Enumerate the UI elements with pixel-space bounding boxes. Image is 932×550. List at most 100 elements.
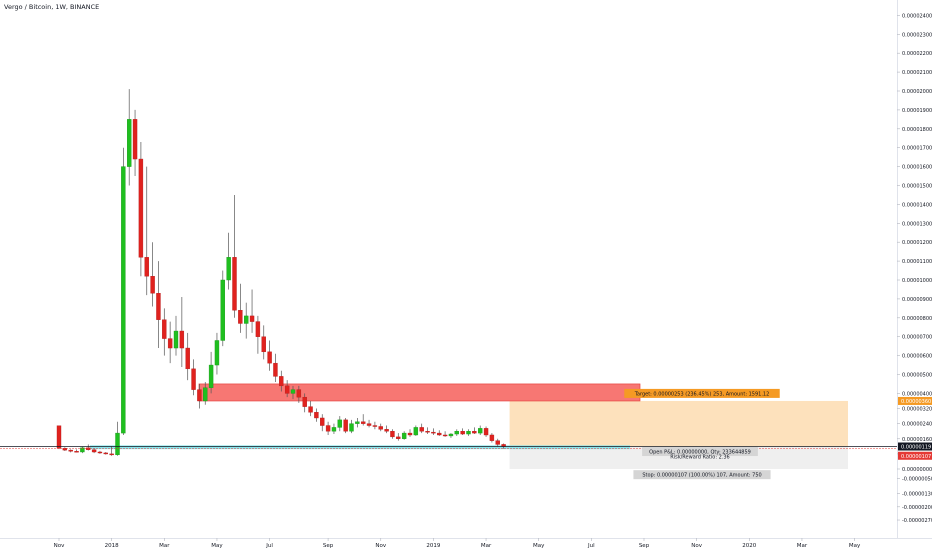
candle-body	[325, 425, 331, 432]
candle-body	[401, 432, 407, 439]
candle-body	[349, 423, 354, 432]
candle-body	[109, 453, 114, 456]
candle-body	[185, 347, 190, 370]
candle-body	[273, 362, 278, 377]
candle-body	[454, 431, 459, 435]
candle-body	[308, 406, 313, 413]
candle-body	[413, 427, 419, 436]
time-tick-label: 2018	[105, 543, 119, 549]
candle-body	[320, 417, 325, 426]
candle-body	[156, 293, 161, 320]
time-tick-label: 2019	[426, 543, 440, 549]
candle-body	[466, 431, 471, 435]
candle-body	[167, 338, 173, 349]
candle-body	[68, 449, 73, 452]
candle-body	[425, 431, 430, 433]
price-tick-label: 0.00002100	[902, 70, 932, 76]
candle-body	[378, 426, 383, 430]
price-tick-label: 0.00000500	[902, 373, 932, 379]
candle-body	[355, 421, 360, 424]
price-tick-label: 0.00000000	[902, 467, 932, 473]
time-axis[interactable]: Nov 2018 Mar May Jul Sep Nov 2019 Mar May Jul Sep No…	[54, 538, 861, 549]
time-tick-label: Nov	[691, 543, 702, 549]
price-tick-label: 0.00001700	[902, 146, 932, 152]
candle-body	[197, 389, 202, 402]
price-tick-label: 0.00001800	[902, 127, 932, 133]
support-zone	[90, 445, 630, 450]
price-tick-label: 0.00000800	[902, 316, 932, 322]
candle-body	[97, 451, 103, 454]
candle-body	[173, 330, 179, 349]
candle-body	[150, 276, 155, 294]
candle-body	[191, 368, 196, 390]
price-tick-label: 0.00001200	[902, 240, 932, 246]
candle-body	[366, 423, 372, 426]
chart-title: Vergo / Bitcoin, 1W, BINANCE	[4, 3, 99, 11]
time-tick-label: Jul	[587, 543, 595, 549]
price-tag-label: 0.00000107	[901, 454, 931, 460]
candle-body	[302, 396, 307, 407]
price-tick-label: 0.00001900	[902, 108, 932, 114]
profit-zone	[509, 400, 848, 447]
candle-body	[437, 432, 442, 436]
price-tick-label: 0.00000320	[902, 407, 932, 413]
candle-body	[448, 433, 454, 437]
candle-body	[121, 166, 126, 434]
candle-body	[384, 429, 389, 432]
candle-body	[103, 452, 109, 455]
candle-body	[296, 389, 302, 398]
price-tick-label: 0.00001000	[902, 278, 932, 284]
candle-body	[214, 340, 220, 366]
candle-body	[243, 315, 249, 324]
time-tick-label: Sep	[323, 543, 334, 549]
candle-body	[232, 257, 237, 311]
price-tick-label: 0.00000900	[902, 297, 932, 303]
candle-body	[331, 427, 337, 432]
time-tick-label: Mar	[481, 543, 492, 549]
time-tick-label: Sep	[639, 543, 650, 549]
candle-body	[138, 158, 144, 258]
target-label: Target: 0.00000253 (236.45%) 253, Amount…	[634, 391, 770, 397]
time-tick-label: Mar	[797, 543, 808, 549]
resistance-zone	[198, 383, 641, 402]
stop-zone	[509, 446, 848, 469]
price-tick-label: 0.00002200	[902, 51, 932, 57]
candle-body	[314, 412, 319, 419]
price-tick-label: -0.00000270	[902, 518, 932, 524]
candle-body	[284, 385, 290, 394]
candle-body	[495, 440, 500, 445]
price-tick-label: 0.00002300	[902, 32, 932, 38]
candle-body	[132, 119, 138, 160]
time-tick-label: Nov	[375, 543, 386, 549]
ratio-label: Risk/Reward Ratio: 2.36	[670, 455, 730, 461]
candle-body	[290, 389, 296, 394]
candle-body	[56, 425, 62, 449]
price-tick-label: 0.00001300	[902, 221, 932, 227]
time-tick-label: Jul	[265, 543, 273, 549]
candle-body	[390, 431, 395, 438]
candle-body	[483, 428, 489, 436]
position-labels: Target: 0.00000253 (236.45%) 253, Amount…	[624, 388, 780, 480]
price-tick-label: 0.00002400	[902, 13, 932, 19]
time-tick-label: May	[211, 543, 223, 549]
price-tick-label: 0.00000240	[902, 422, 932, 428]
price-tag	[898, 451, 932, 460]
price-tick-label: 0.00000160	[902, 437, 932, 443]
candle-body	[255, 321, 261, 337]
price-tick-label: 0.00000400	[902, 391, 932, 397]
candle-body	[472, 431, 477, 434]
pnl-label-box	[642, 447, 758, 457]
candle-body	[208, 364, 214, 388]
candle-body	[478, 428, 483, 434]
stop-label-box	[633, 470, 771, 480]
candle-body	[162, 319, 167, 339]
pnl-label: Open P&L: 0.00000000, Qty: 233644859	[649, 450, 751, 456]
price-tick-label: 0.00002000	[902, 89, 932, 95]
position-zones	[90, 383, 848, 469]
candle-body	[238, 310, 243, 324]
price-tag-label: 0.00000119	[901, 445, 931, 451]
candle-body	[267, 351, 272, 364]
price-tag-label: 0.00000360	[901, 399, 931, 405]
